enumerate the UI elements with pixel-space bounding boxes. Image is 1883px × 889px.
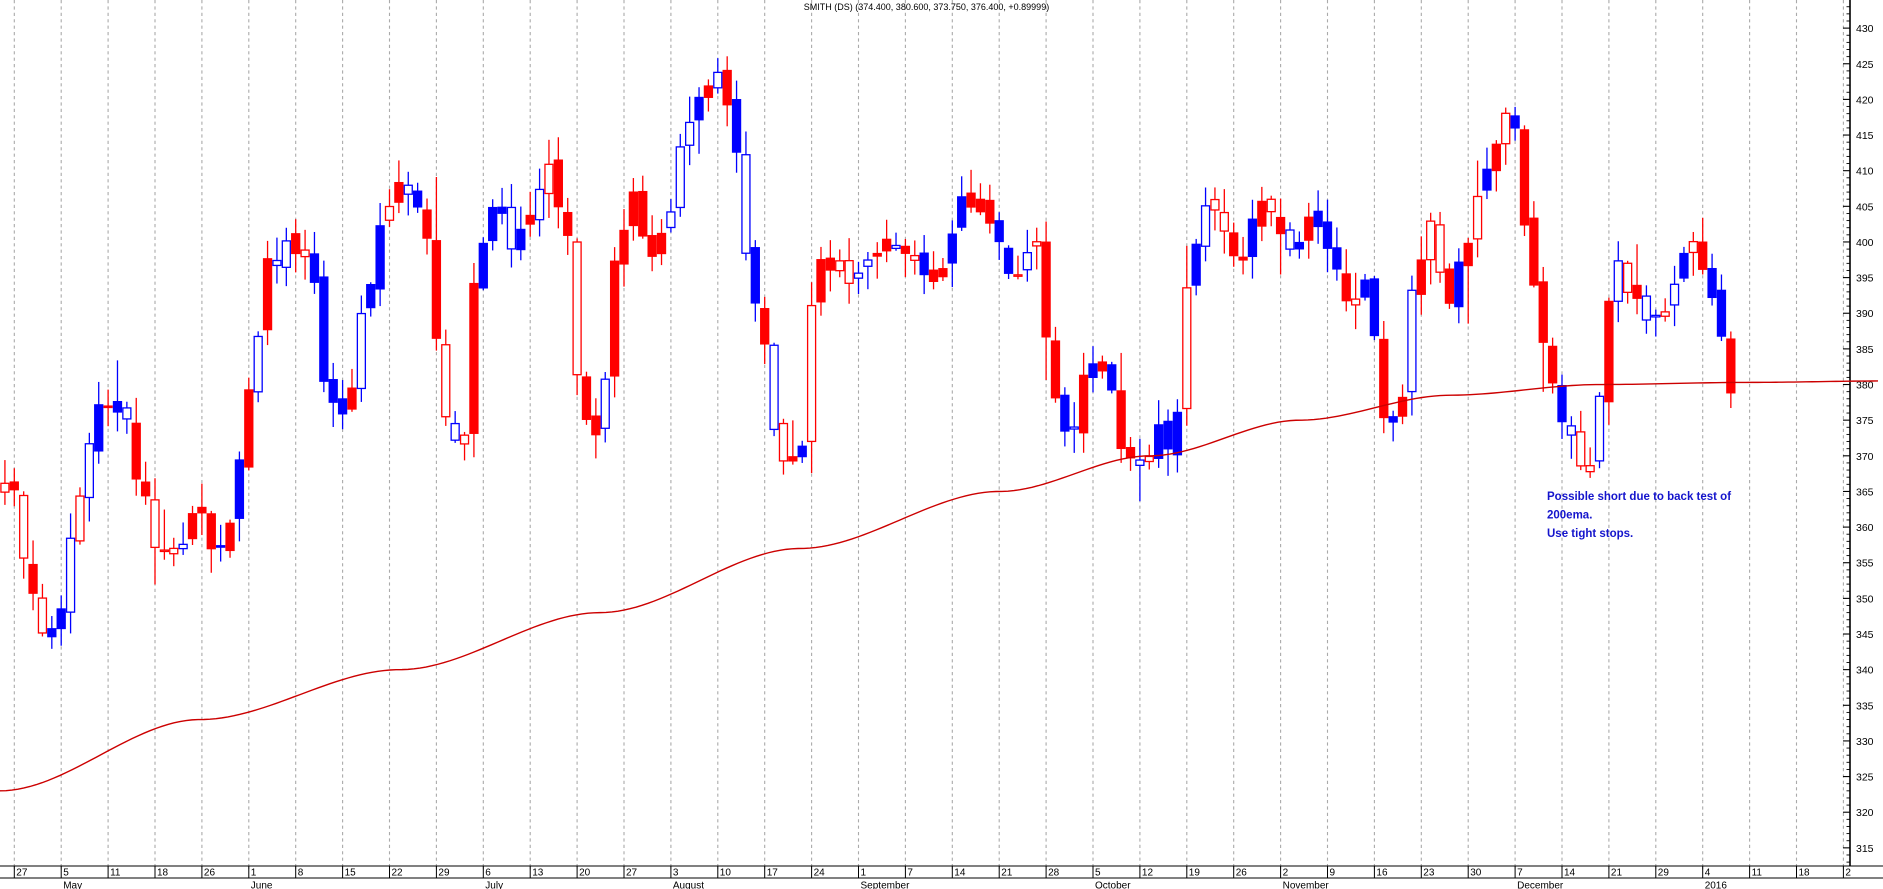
svg-text:8: 8: [298, 868, 304, 879]
svg-text:2016: 2016: [1705, 881, 1728, 889]
svg-text:29: 29: [1658, 868, 1670, 879]
svg-text:15: 15: [345, 868, 357, 879]
svg-text:23: 23: [1423, 868, 1435, 879]
svg-text:3: 3: [673, 868, 679, 879]
svg-text:December: December: [1517, 881, 1564, 889]
svg-text:340: 340: [1856, 665, 1874, 677]
svg-text:11: 11: [1752, 868, 1763, 879]
svg-text:SMITH (DS) (374.400, 380.600,: SMITH (DS) (374.400, 380.600, 373.750, 3…: [804, 2, 1049, 12]
svg-text:21: 21: [1611, 868, 1623, 879]
svg-text:330: 330: [1856, 736, 1874, 748]
svg-text:200ema.: 200ema.: [1547, 510, 1592, 522]
svg-text:22: 22: [392, 868, 404, 879]
svg-text:1: 1: [861, 868, 867, 879]
svg-text:405: 405: [1856, 201, 1874, 213]
svg-text:390: 390: [1856, 308, 1874, 320]
svg-text:26: 26: [1236, 868, 1248, 879]
svg-text:July: July: [485, 881, 503, 889]
svg-text:30: 30: [1470, 868, 1482, 879]
svg-text:410: 410: [1856, 166, 1874, 178]
svg-text:375: 375: [1856, 415, 1874, 427]
svg-text:6: 6: [485, 868, 491, 879]
svg-text:420: 420: [1856, 94, 1874, 106]
svg-text:November: November: [1283, 881, 1330, 889]
svg-text:13: 13: [532, 868, 544, 879]
svg-text:20: 20: [579, 868, 591, 879]
svg-text:Possible short due to back tes: Possible short due to back test of: [1547, 491, 1731, 503]
svg-text:1: 1: [251, 868, 257, 879]
svg-text:October: October: [1095, 881, 1131, 889]
svg-text:355: 355: [1856, 558, 1874, 570]
svg-text:14: 14: [1564, 868, 1576, 879]
svg-text:360: 360: [1856, 522, 1874, 534]
svg-text:325: 325: [1856, 772, 1874, 784]
svg-text:27: 27: [16, 868, 28, 879]
svg-text:10: 10: [720, 868, 732, 879]
svg-text:320: 320: [1856, 807, 1874, 819]
svg-text:Use tight stops.: Use tight stops.: [1547, 528, 1633, 540]
svg-text:16: 16: [1376, 868, 1388, 879]
svg-text:7: 7: [907, 868, 913, 879]
svg-text:7: 7: [1517, 868, 1523, 879]
svg-text:14: 14: [954, 868, 966, 879]
svg-text:May: May: [63, 881, 82, 889]
svg-text:9: 9: [1330, 868, 1336, 879]
svg-text:28: 28: [1048, 868, 1060, 879]
svg-text:335: 335: [1856, 700, 1874, 712]
svg-text:24: 24: [814, 868, 826, 879]
svg-text:11: 11: [110, 868, 121, 879]
svg-text:August: August: [673, 881, 704, 889]
svg-text:19: 19: [1189, 868, 1201, 879]
svg-text:350: 350: [1856, 593, 1874, 605]
svg-text:400: 400: [1856, 237, 1874, 249]
svg-text:430: 430: [1856, 23, 1874, 35]
svg-text:27: 27: [626, 868, 638, 879]
svg-text:365: 365: [1856, 486, 1874, 498]
svg-text:21: 21: [1001, 868, 1013, 879]
svg-text:12: 12: [1142, 868, 1154, 879]
svg-text:June: June: [251, 881, 273, 889]
svg-text:315: 315: [1856, 843, 1874, 855]
svg-text:September: September: [861, 881, 911, 889]
svg-text:4: 4: [1705, 868, 1711, 879]
svg-text:17: 17: [767, 868, 779, 879]
svg-text:26: 26: [204, 868, 216, 879]
svg-text:2: 2: [1845, 868, 1851, 879]
svg-text:415: 415: [1856, 130, 1874, 142]
svg-text:2: 2: [1283, 868, 1289, 879]
svg-text:5: 5: [1095, 868, 1101, 879]
svg-text:345: 345: [1856, 629, 1874, 641]
svg-text:29: 29: [438, 868, 450, 879]
svg-text:370: 370: [1856, 451, 1874, 463]
svg-text:385: 385: [1856, 344, 1874, 356]
svg-text:5: 5: [63, 868, 69, 879]
svg-text:18: 18: [157, 868, 169, 879]
svg-text:395: 395: [1856, 273, 1874, 285]
svg-text:425: 425: [1856, 59, 1874, 71]
svg-text:18: 18: [1799, 868, 1811, 879]
